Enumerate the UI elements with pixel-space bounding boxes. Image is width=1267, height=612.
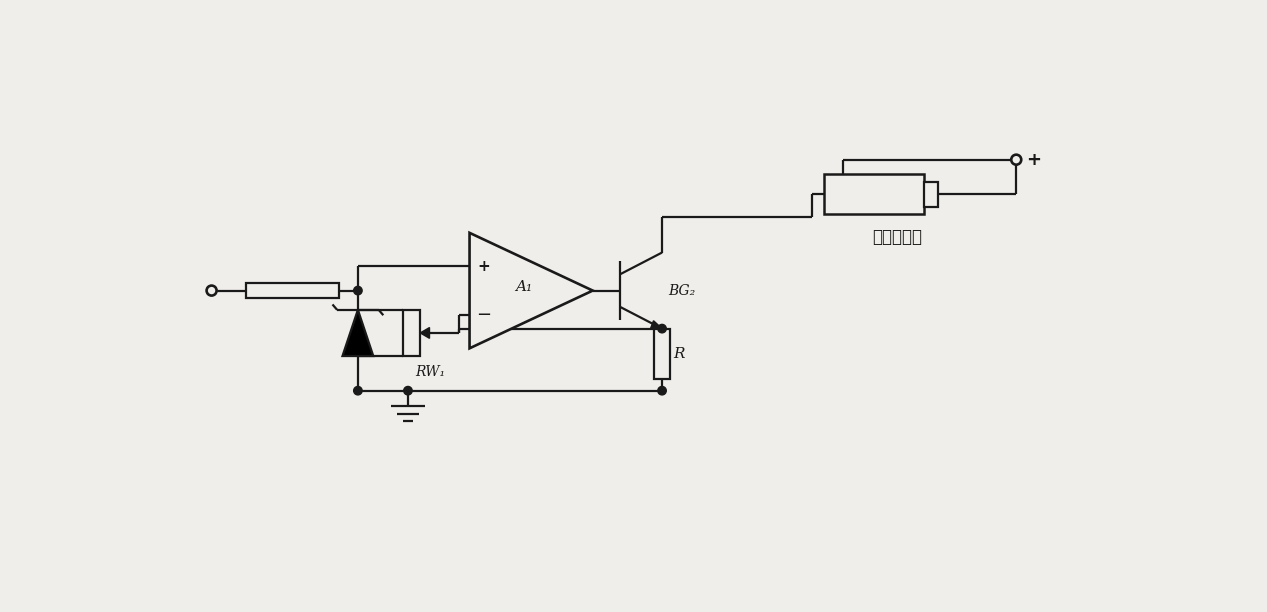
Text: RW₁: RW₁ bbox=[416, 365, 446, 379]
Text: A₁: A₁ bbox=[514, 280, 532, 294]
Bar bbox=[924, 182, 938, 207]
Polygon shape bbox=[342, 310, 374, 356]
Text: BG₂: BG₂ bbox=[668, 283, 696, 297]
Polygon shape bbox=[470, 233, 593, 348]
Text: +: + bbox=[1026, 151, 1041, 169]
Polygon shape bbox=[650, 321, 663, 329]
Circle shape bbox=[658, 324, 666, 333]
Circle shape bbox=[404, 386, 412, 395]
Circle shape bbox=[658, 386, 666, 395]
Polygon shape bbox=[421, 327, 430, 338]
Bar bbox=[403, 310, 421, 356]
Bar bbox=[824, 174, 924, 214]
Bar bbox=[654, 329, 670, 379]
Bar bbox=[246, 283, 338, 298]
Text: −: − bbox=[476, 306, 492, 324]
Text: 空心阴极灯: 空心阴极灯 bbox=[872, 228, 922, 246]
Circle shape bbox=[1011, 155, 1021, 165]
Circle shape bbox=[353, 286, 362, 295]
Circle shape bbox=[353, 386, 362, 395]
Text: R: R bbox=[674, 346, 685, 360]
Circle shape bbox=[207, 286, 217, 296]
Text: +: + bbox=[478, 259, 490, 274]
